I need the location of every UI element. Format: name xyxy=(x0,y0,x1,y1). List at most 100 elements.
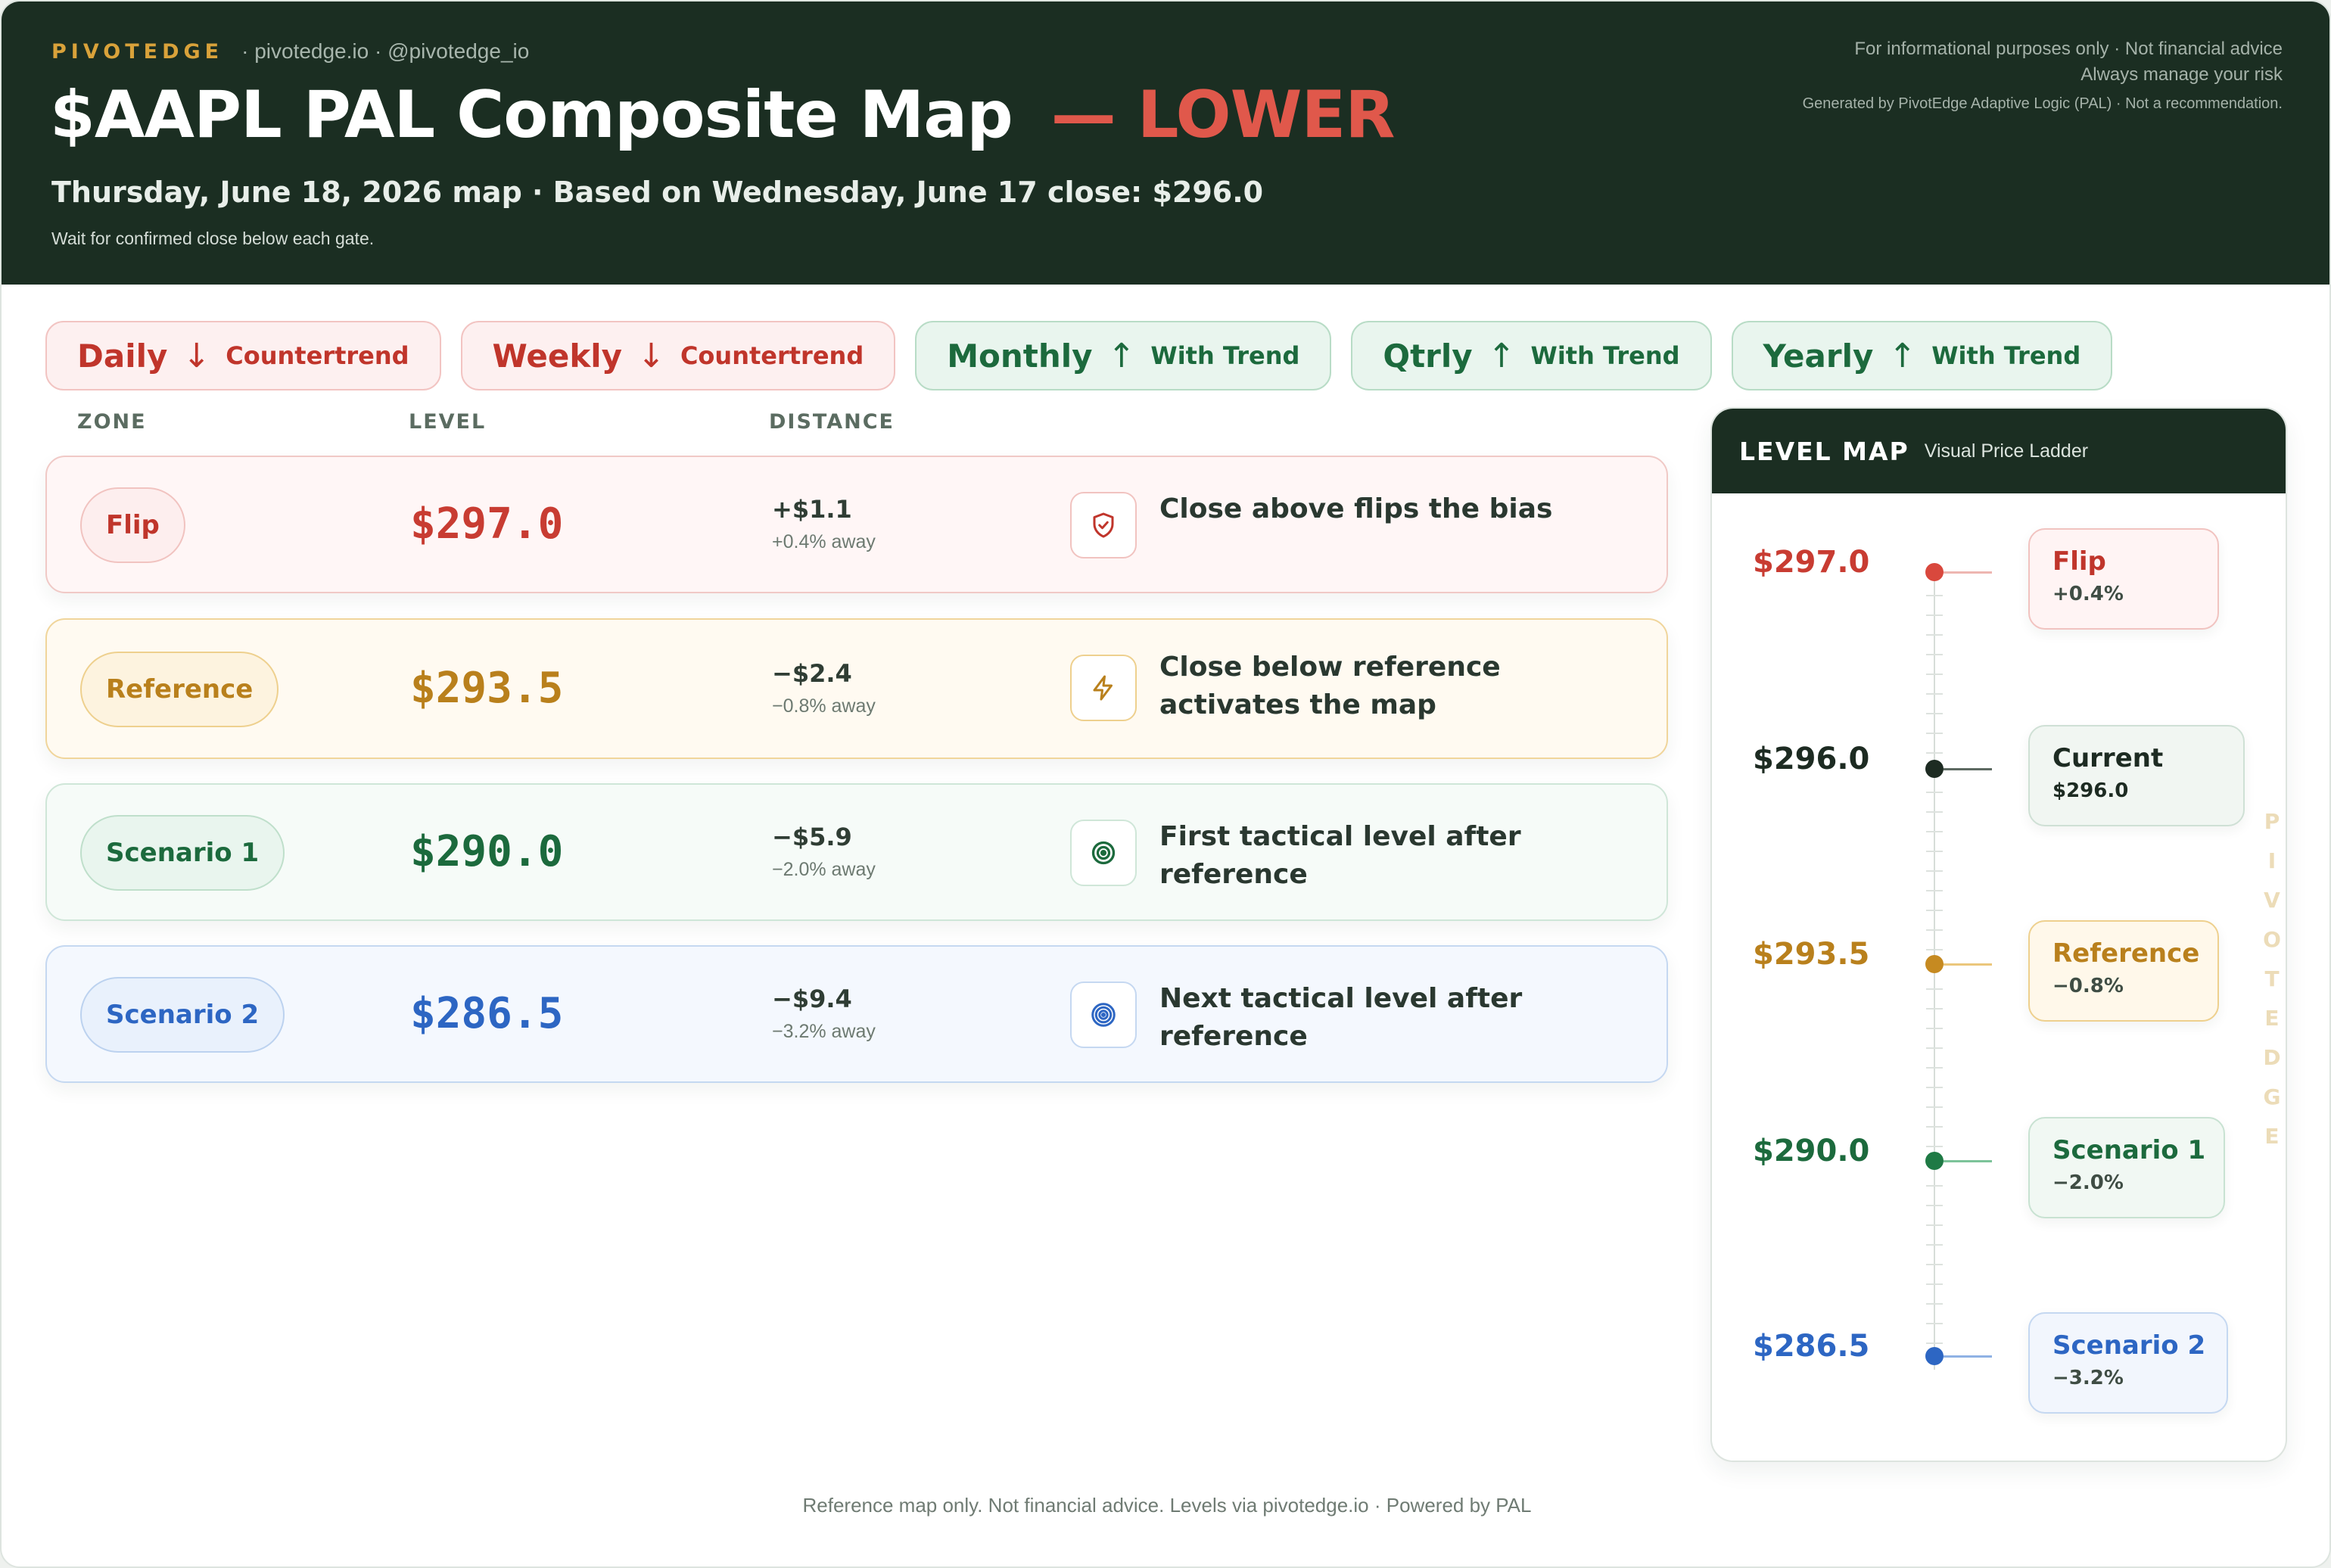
timeframe-mode: Countertrend xyxy=(680,341,864,370)
ladder-tick xyxy=(1926,693,1943,695)
ladder-card-scenario-2: Scenario 2 −3.2% xyxy=(2028,1312,2228,1414)
bullseye-icon xyxy=(1070,982,1137,1048)
zone-chip-scenario-2: Scenario 2 xyxy=(80,977,285,1053)
zone-chip-reference: Reference xyxy=(80,652,279,727)
watermark-letter: O xyxy=(2263,927,2281,952)
timeframe-mode: With Trend xyxy=(1530,341,1680,370)
ladder-tick xyxy=(1926,614,1943,616)
timeframe-label: Weekly xyxy=(492,337,623,375)
ladder-connector xyxy=(1944,571,1992,574)
disclaimer-line-2: Always manage your risk xyxy=(2080,64,2283,85)
ladder-card-sub: −2.0% xyxy=(2052,1171,2124,1194)
zone-note: First tactical level after reference xyxy=(1159,821,1521,890)
distance-cell: −$5.9 −2.0% away xyxy=(772,823,876,881)
ladder-tick xyxy=(1926,870,1943,872)
ladder-tick xyxy=(1926,1283,1943,1285)
watermark-letter: T xyxy=(2264,966,2280,991)
title-dash: — xyxy=(1050,77,1116,153)
ladder-tick xyxy=(1926,1185,1943,1187)
zone-chip-flip: Flip xyxy=(80,487,185,563)
ladder-tick xyxy=(1926,674,1943,675)
ladder-card-name: Current xyxy=(2052,743,2164,773)
ladder-tick xyxy=(1926,1126,1943,1128)
ladder-card-name: Reference xyxy=(2052,938,2200,969)
zone-note: Next tactical level after reference xyxy=(1159,983,1523,1052)
level-value: $297.0 xyxy=(410,499,564,549)
timeframe-pill-qtrly: Qtrly ↑ With Trend xyxy=(1351,321,1712,390)
map-date-subtitle: Thursday, June 18, 2026 map · Based on W… xyxy=(51,176,1264,209)
shield-icon xyxy=(1070,492,1137,558)
distance-cell: −$9.4 −3.2% away xyxy=(772,985,876,1043)
ladder-tick xyxy=(1926,1067,1943,1069)
ladder-price-reference: $293.5 xyxy=(1753,937,1870,972)
ladder-price-current: $296.0 xyxy=(1753,742,1870,776)
disclaimer: For informational purposes only · Not fi… xyxy=(1803,36,2283,114)
ladder-tick xyxy=(1926,811,1943,813)
ladder-connector xyxy=(1944,1355,1992,1358)
zone-note: Close above flips the bias xyxy=(1159,493,1553,524)
watermark-letter: I xyxy=(2267,848,2277,873)
timeframe-label: Monthly xyxy=(947,337,1093,375)
ladder-card-flip: Flip +0.4% xyxy=(2028,528,2219,630)
distance-percent: −2.0% away xyxy=(772,859,876,880)
ladder-tick xyxy=(1926,1047,1943,1049)
ladder-card-name: Scenario 2 xyxy=(2052,1330,2206,1361)
ladder-card-scenario-1: Scenario 1 −2.0% xyxy=(2028,1117,2225,1218)
timeframe-label: Qtrly xyxy=(1383,337,1473,375)
distance-cell: +$1.1 +0.4% away xyxy=(772,495,876,553)
level-map-title: LEVEL MAP xyxy=(1739,436,1909,466)
zone-row-reference: Reference $293.5 −$2.4 −0.8% away Close … xyxy=(45,618,1668,759)
column-header-distance: DISTANCE xyxy=(769,410,895,434)
arrow-up-icon: ↑ xyxy=(1888,336,1917,375)
watermark-letter: D xyxy=(2263,1045,2281,1070)
timeframe-pills: Daily ↓ Countertrend Weekly ↓ Countertre… xyxy=(45,321,2113,390)
ladder-price-flip: $297.0 xyxy=(1753,545,1870,580)
page-title: $AAPL PAL Composite Map — LOWER xyxy=(50,77,1396,153)
ladder-tick xyxy=(1926,1303,1943,1305)
footer-note: Reference map only. Not financial advice… xyxy=(802,1494,1532,1517)
distance-cell: −$2.4 −0.8% away xyxy=(772,659,876,717)
bias-label: LOWER xyxy=(1137,77,1396,153)
target-icon xyxy=(1070,820,1137,886)
ladder-card-reference: Reference −0.8% xyxy=(2028,920,2219,1022)
ladder-dot-reference xyxy=(1925,955,1944,973)
timeframe-pill-yearly: Yearly ↑ With Trend xyxy=(1731,321,2113,390)
timeframe-label: Yearly xyxy=(1763,337,1874,375)
lightning-icon xyxy=(1070,655,1137,721)
distance-percent: −0.8% away xyxy=(772,695,876,717)
watermark-letter: G xyxy=(2263,1084,2281,1109)
brand-handles: · pivotedge.io · @pivotedge_io xyxy=(241,39,530,63)
ladder-tick xyxy=(1926,1264,1943,1265)
ladder-tick xyxy=(1926,1205,1943,1206)
arrow-up-icon: ↑ xyxy=(1107,336,1136,375)
ladder-tick xyxy=(1926,792,1943,793)
ladder-tick xyxy=(1926,1244,1943,1246)
ladder-tick xyxy=(1926,1224,1943,1226)
ladder-tick xyxy=(1926,1342,1943,1344)
ladder-connector xyxy=(1944,963,1992,966)
ladder-tick xyxy=(1926,595,1943,596)
level-map-subtitle: Visual Price Ladder xyxy=(1924,440,2089,462)
ladder-tick xyxy=(1926,949,1943,950)
distance-percent: +0.4% away xyxy=(772,531,876,552)
level-value: $290.0 xyxy=(410,827,564,876)
title-text: $AAPL PAL Composite Map xyxy=(50,77,1013,153)
ladder-card-current: Current $296.0 xyxy=(2028,725,2245,826)
brand-row: PIVOTEDGE · pivotedge.io · @pivotedge_io xyxy=(51,39,529,64)
zone-chip-scenario-1: Scenario 1 xyxy=(80,815,285,891)
timeframe-mode: With Trend xyxy=(1931,341,2081,370)
ladder-card-sub: −3.2% xyxy=(2052,1367,2124,1389)
timeframe-label: Daily xyxy=(77,337,168,375)
ladder-price-scenario-1: $290.0 xyxy=(1753,1134,1870,1168)
ladder-tick xyxy=(1926,1087,1943,1088)
level-map-panel: LEVEL MAP Visual Price Ladder xyxy=(1710,407,2287,1462)
zone-note: Close below reference activates the map xyxy=(1159,652,1501,720)
watermark-letter: E xyxy=(2264,1124,2280,1149)
timeframe-pill-daily: Daily ↓ Countertrend xyxy=(45,321,441,390)
ladder-dot-current xyxy=(1925,760,1944,778)
ladder-tick xyxy=(1926,752,1943,754)
distance-amount: +$1.1 xyxy=(772,495,852,524)
level-value: $293.5 xyxy=(410,664,564,713)
